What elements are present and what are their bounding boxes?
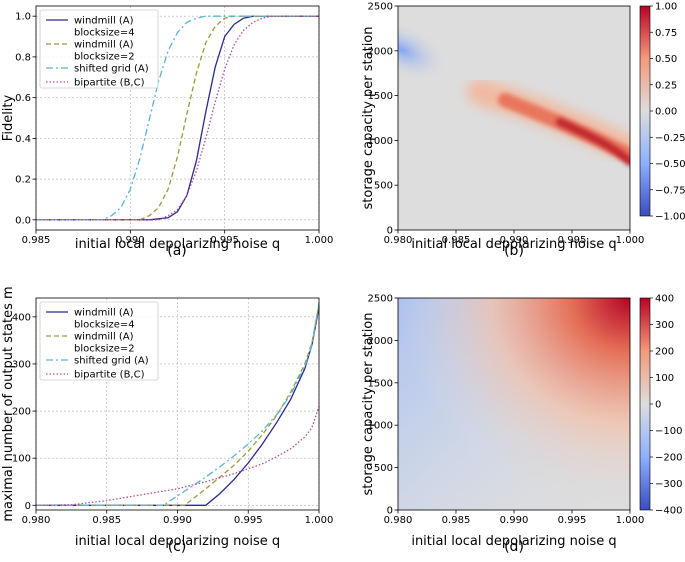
x-axis-label: initial local depolarizing noise q	[75, 237, 280, 252]
x-tick-label: 0.990	[500, 515, 529, 526]
y-tick-label: 0.8	[15, 52, 31, 63]
y-tick-label: 0.6	[15, 93, 31, 104]
colorbar-tick-label: 0.50	[655, 54, 677, 65]
heatmap-b	[398, 6, 630, 230]
y-tick-label: 500	[374, 181, 393, 192]
legend-label: windmill (A) blocksize=4	[74, 308, 135, 331]
x-tick-label: 0.980	[22, 515, 51, 526]
x-tick-label: 0.980	[384, 515, 413, 526]
x-tick-label: 0.985	[442, 515, 471, 526]
x-tick-label: 0.995	[558, 515, 587, 526]
colorbar-tick-label: 200	[655, 347, 674, 358]
y-axis-label: maximal number of output states m	[1, 286, 16, 521]
colorbar-tick-label: 0	[655, 400, 661, 411]
colorbar-tick-label: −0.75	[655, 185, 685, 196]
x-axis-label: initial local depolarizing noise q	[411, 237, 616, 252]
panel-caption: (c)	[168, 539, 187, 555]
colorbar-tick-label: 1.00	[655, 2, 677, 13]
colorbar-tick-label: 100	[655, 373, 674, 384]
x-tick-label: 0.990	[163, 515, 192, 526]
x-tick-label: 1.000	[305, 515, 334, 526]
colorbar-tick-label: 0.00	[655, 107, 677, 118]
y-tick-label: 1500	[368, 91, 393, 102]
legend-label: shifted grid (A)	[74, 356, 149, 367]
legend-label: windmill (A) blocksize=2	[74, 332, 135, 355]
x-tick-label: 0.985	[442, 235, 471, 246]
panel-b: 1.00 0.75 0.50 0.25 0.00 −0.25 −0.50 −0.75 −1.00…	[361, 2, 685, 260]
x-tick-label: 0.990	[500, 235, 529, 246]
y-tick-label: 2000	[368, 336, 393, 347]
colorbar-tick-label: −400	[655, 506, 682, 517]
colorbar-tick-label: 0.75	[655, 28, 677, 39]
y-tick-label: 0.0	[15, 215, 31, 226]
heatmap-b-blue-region	[398, 18, 449, 82]
panel-caption: (d)	[504, 539, 524, 555]
legend-label: bipartite (B,C)	[74, 370, 145, 381]
series-line-3	[36, 15, 319, 221]
colorbar-tick-label: −300	[655, 479, 682, 490]
y-tick-label: 1000	[368, 136, 393, 147]
x-tick-label: 0.985	[92, 515, 121, 526]
heatmap-d	[398, 298, 630, 510]
series-line-4	[36, 15, 319, 221]
y-tick-label: 2000	[368, 46, 393, 57]
colorbar-b	[639, 5, 651, 217]
x-tick-label: 1.000	[616, 235, 645, 246]
colorbar-tick-label: −1.00	[655, 212, 685, 223]
colorbar-tick-label: 300	[655, 320, 674, 331]
y-tick-label: 1000	[368, 421, 393, 432]
colorbar-tick-label: −0.50	[655, 159, 685, 170]
y-tick-label: 1500	[368, 378, 393, 389]
x-tick-label: 0.995	[234, 515, 263, 526]
y-tick-label: 0.2	[15, 175, 31, 186]
colorbar-tick-label: −0.25	[655, 133, 685, 144]
y-axis-label: storage capacity per station	[361, 313, 376, 496]
series-line-4	[35, 406, 320, 506]
panel-caption: (a)	[167, 243, 187, 259]
y-tick-label: 2500	[368, 294, 393, 305]
x-axis-label: initial local depolarizing noise q	[411, 534, 616, 549]
y-axis-label: Fidelity	[1, 94, 16, 141]
y-tick-label: 400	[12, 312, 31, 323]
y-tick-label: 300	[12, 359, 31, 370]
legend-label: windmill (A) blocksize=2	[74, 40, 135, 63]
colorbar-tick-label: 400	[655, 294, 674, 305]
y-tick-label: 0	[25, 501, 31, 512]
x-tick-label: 0.995	[558, 235, 587, 246]
y-tick-label: 0.4	[15, 134, 31, 145]
colorbar-tick-label: −200	[655, 453, 682, 464]
y-tick-label: 0	[387, 506, 393, 517]
legend-label: shifted grid (A)	[74, 64, 149, 75]
y-axis-label: storage capacity per station	[361, 27, 376, 210]
x-axis-label: initial local depolarizing noise q	[75, 534, 280, 549]
colorbar-d	[639, 297, 651, 511]
panel-caption: (b)	[504, 243, 524, 259]
x-tick-label: 1.000	[305, 235, 334, 246]
axes-frame	[35, 5, 320, 231]
legend-label: bipartite (B,C)	[74, 78, 145, 89]
colorbar-tick-label: 0.25	[655, 80, 677, 91]
y-tick-label: 100	[12, 454, 31, 465]
legend-label: windmill (A) blocksize=4	[74, 16, 135, 39]
x-tick-label: 0.980	[384, 235, 413, 246]
y-tick-label: 2500	[368, 2, 393, 13]
x-tick-label: 0.985	[22, 235, 51, 246]
y-tick-label: 500	[374, 463, 393, 474]
legend	[39, 301, 159, 381]
y-tick-label: 200	[12, 407, 31, 418]
x-tick-label: 0.990	[116, 235, 145, 246]
y-tick-label: 0	[387, 226, 393, 237]
colorbar-tick-label: −100	[655, 426, 682, 437]
series-line-2	[36, 304, 320, 506]
y-tick-label: 1.0	[15, 12, 31, 23]
heatmap-d-red-region	[398, 298, 630, 510]
x-tick-label: 0.995	[210, 235, 239, 246]
x-tick-label: 1.000	[616, 515, 645, 526]
heatmap-b-red-band	[467, 79, 630, 166]
legend	[39, 9, 159, 89]
